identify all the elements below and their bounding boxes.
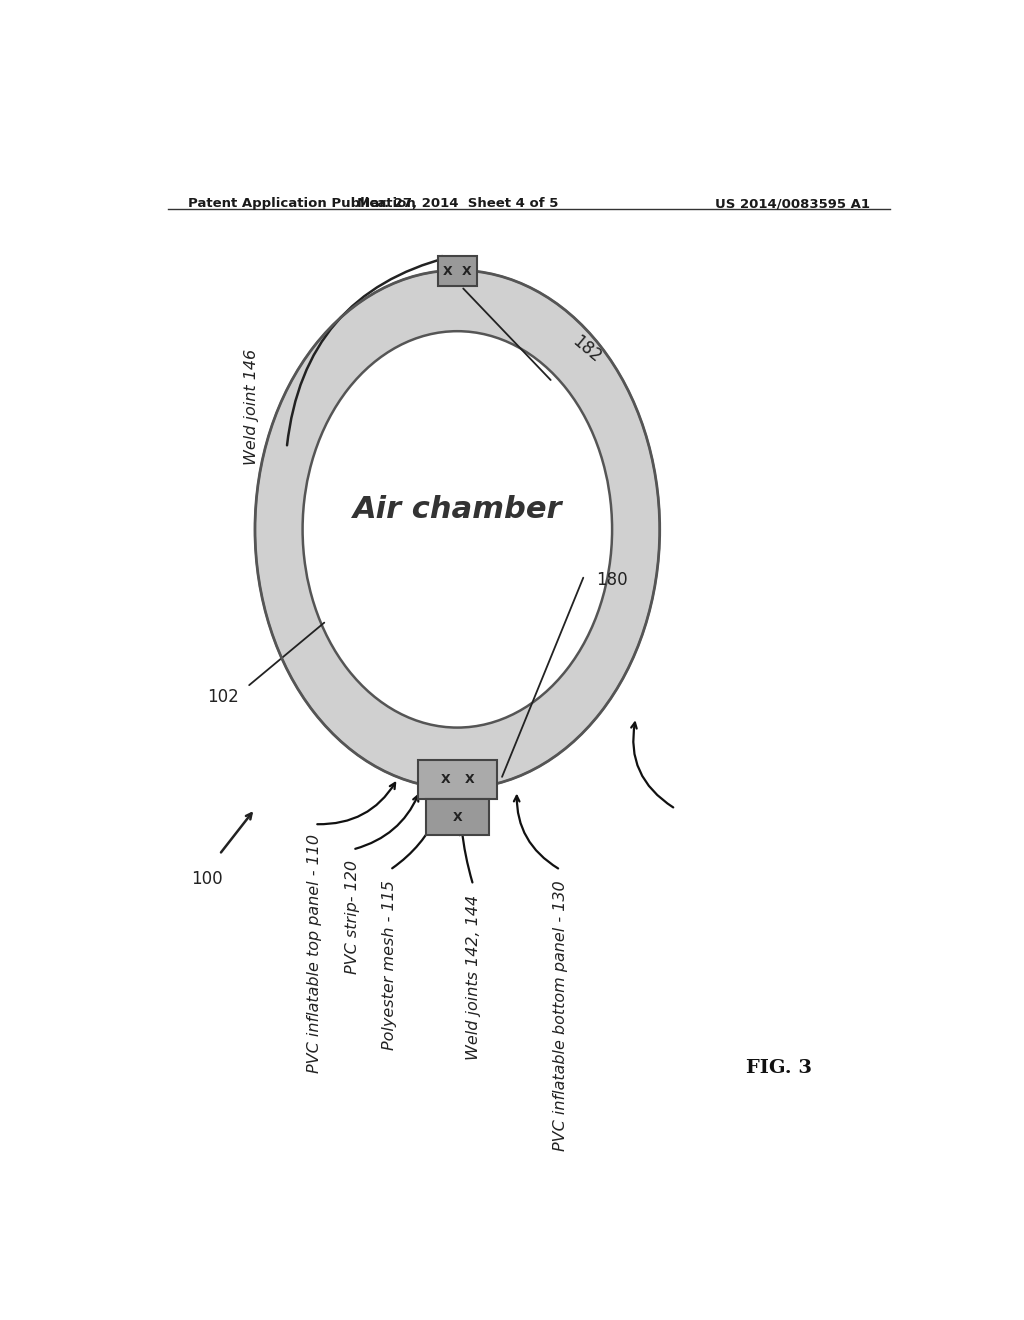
Circle shape xyxy=(255,271,659,788)
Text: PVC inflatable bottom panel - 130: PVC inflatable bottom panel - 130 xyxy=(553,880,568,1151)
Text: FIG. 3: FIG. 3 xyxy=(745,1059,812,1077)
Text: X: X xyxy=(465,774,474,785)
Text: 180: 180 xyxy=(596,572,628,589)
Text: Polyester mesh - 115: Polyester mesh - 115 xyxy=(382,880,397,1049)
Text: Patent Application Publication: Patent Application Publication xyxy=(187,197,416,210)
Text: X: X xyxy=(453,810,462,824)
Text: Air chamber: Air chamber xyxy=(352,495,562,524)
Text: 182: 182 xyxy=(568,333,604,367)
Text: 100: 100 xyxy=(191,870,223,888)
Bar xyxy=(418,760,497,799)
Bar xyxy=(437,256,477,286)
Text: 102: 102 xyxy=(207,688,239,706)
Text: Weld joint 146: Weld joint 146 xyxy=(244,350,258,466)
Text: Mar. 27, 2014  Sheet 4 of 5: Mar. 27, 2014 Sheet 4 of 5 xyxy=(356,197,558,210)
Text: Weld joints 142, 144: Weld joints 142, 144 xyxy=(466,895,480,1060)
Text: X: X xyxy=(443,265,453,277)
Circle shape xyxy=(303,331,612,727)
Text: PVC strip- 120: PVC strip- 120 xyxy=(345,859,360,974)
Text: PVC inflatable top panel - 110: PVC inflatable top panel - 110 xyxy=(307,834,322,1073)
Text: X: X xyxy=(462,265,472,277)
Bar xyxy=(426,799,489,836)
Text: US 2014/0083595 A1: US 2014/0083595 A1 xyxy=(715,197,870,210)
Text: X: X xyxy=(440,774,451,785)
